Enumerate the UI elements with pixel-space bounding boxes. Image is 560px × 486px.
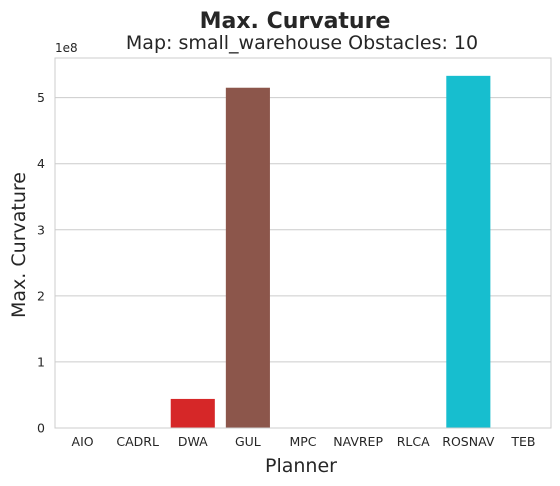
y-tick-label: 3 bbox=[37, 222, 45, 237]
y-axis-label: Max. Curvature bbox=[8, 172, 30, 318]
y-tick-label: 5 bbox=[37, 90, 45, 105]
x-tick-label: DWA bbox=[178, 434, 208, 449]
y-offset-label: 1e8 bbox=[55, 41, 78, 55]
bar-dwa bbox=[170, 398, 215, 428]
x-tick-label: MPC bbox=[289, 434, 316, 449]
y-tick-labels: 0 1 2 3 4 5 bbox=[37, 90, 45, 435]
x-tick-label: AIO bbox=[72, 434, 94, 449]
x-tick-label: NAVREP bbox=[333, 434, 383, 449]
x-tick-label: CADRL bbox=[116, 434, 159, 449]
x-tick-label: TEB bbox=[510, 434, 535, 449]
bar-rosnav bbox=[446, 75, 491, 428]
y-tick-label: 4 bbox=[37, 156, 45, 171]
bars bbox=[170, 75, 491, 428]
y-tick-label: 0 bbox=[37, 421, 45, 436]
x-tick-label: GUL bbox=[235, 434, 261, 449]
x-tick-labels: AIO CADRL DWA GUL MPC NAVREP RLCA ROSNAV TEB bbox=[72, 434, 536, 449]
chart-subtitle: Map: small_warehouse Obstacles: 10 bbox=[126, 32, 478, 54]
y-tick-label: 1 bbox=[37, 354, 45, 369]
x-tick-label: RLCA bbox=[397, 434, 430, 449]
plot-frame bbox=[54, 57, 552, 429]
x-tick-label: ROSNAV bbox=[442, 434, 495, 449]
y-tick-label: 2 bbox=[37, 288, 45, 303]
bar-gul bbox=[225, 87, 270, 428]
x-axis-label: Planner bbox=[265, 455, 337, 477]
chart-title: Max. Curvature bbox=[200, 9, 391, 34]
